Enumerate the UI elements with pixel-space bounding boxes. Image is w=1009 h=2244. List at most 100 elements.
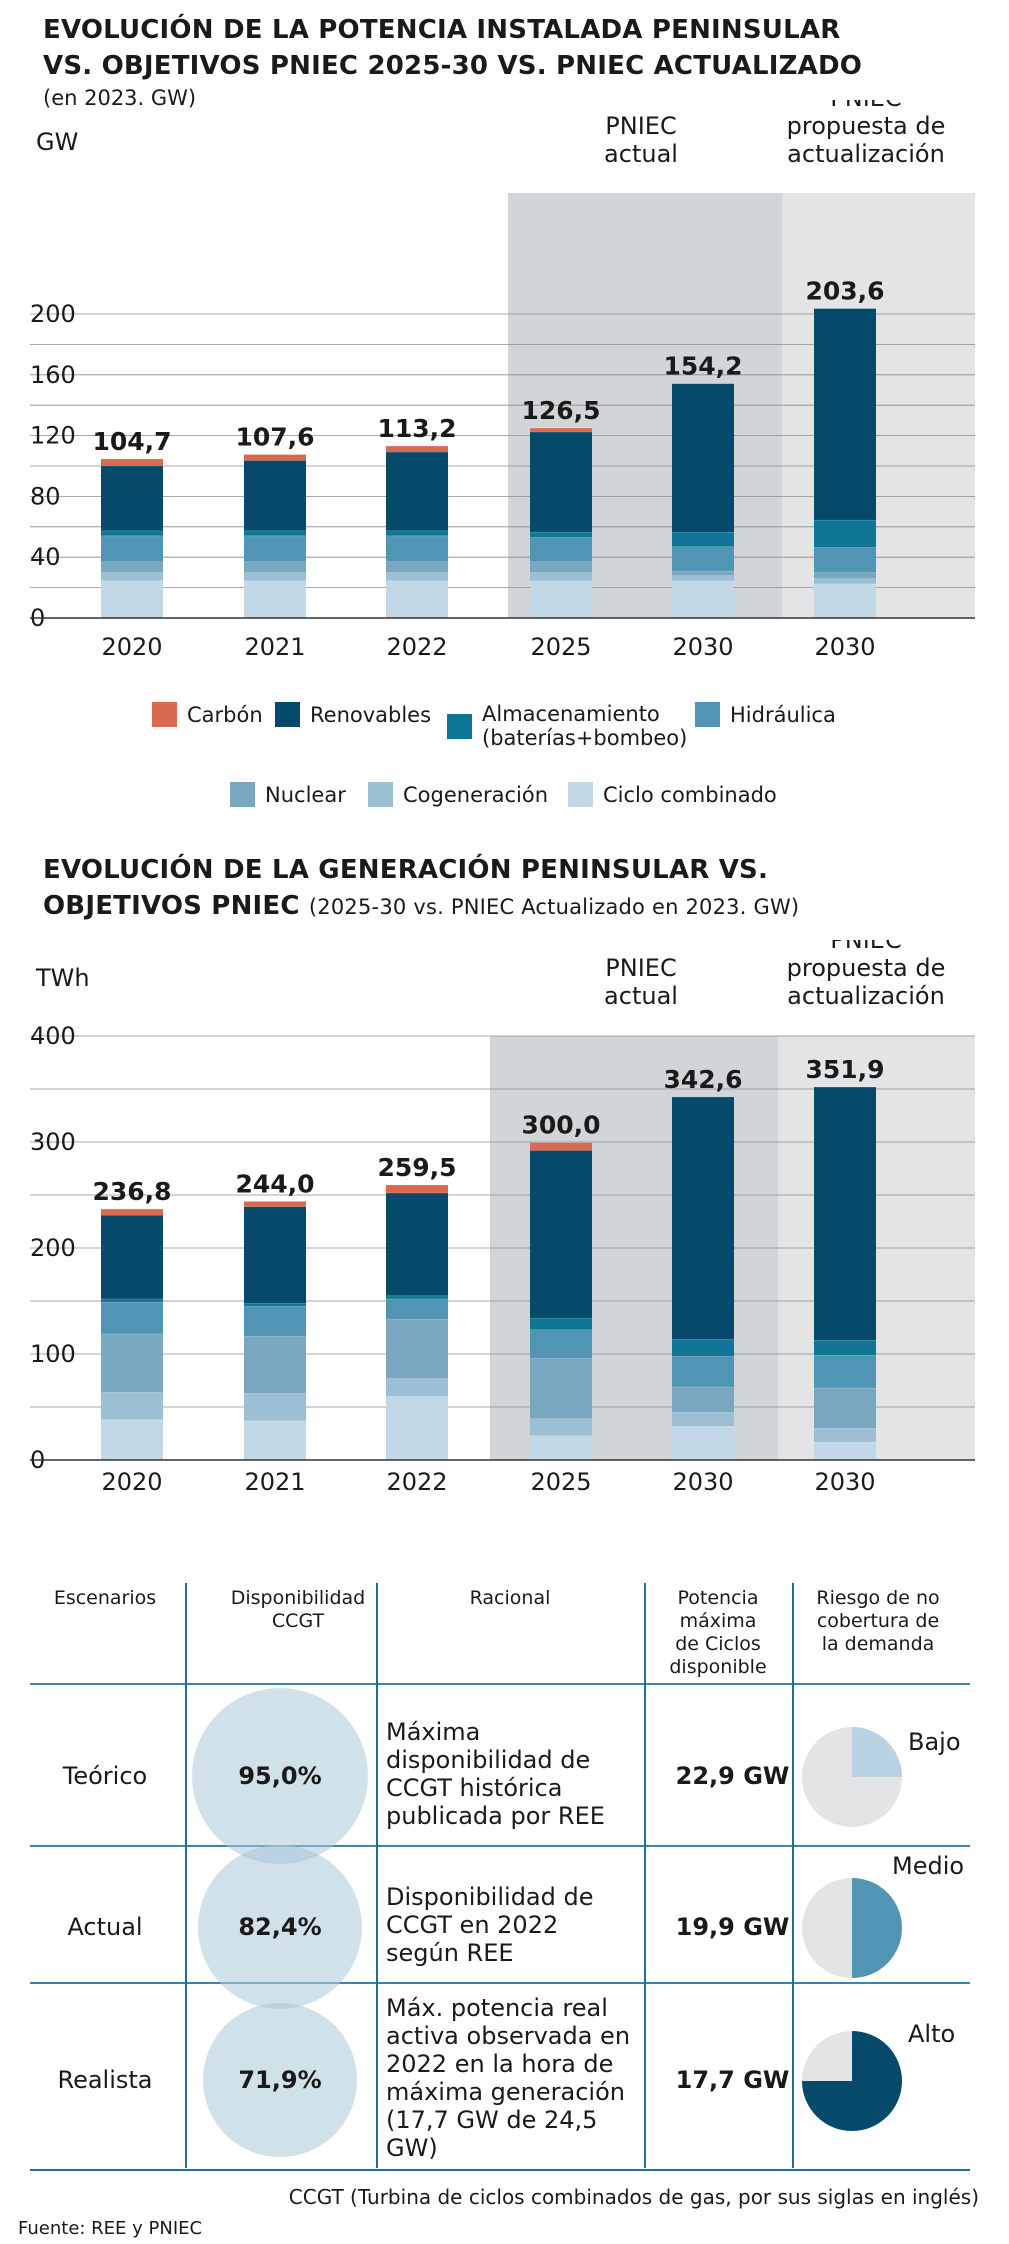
legend-label: Hidráulica <box>730 702 836 727</box>
table-column-divider <box>376 1583 378 2168</box>
chart2-title-line1: EVOLUCIÓN DE LA GENERACIÓN PENINSULAR VS… <box>43 855 769 885</box>
bar-segment <box>530 1358 592 1419</box>
bar-segment <box>386 561 448 573</box>
bar-segment <box>530 1418 592 1436</box>
table-header: Riesgo de no cobertura de la demanda <box>816 1587 940 1655</box>
legend-label: Cogeneración <box>403 782 549 807</box>
bar-segment <box>386 535 448 562</box>
bar-segment <box>244 1303 306 1307</box>
table-header: Escenarios <box>53 1587 157 1609</box>
bar-segment <box>244 1201 306 1207</box>
max-power-value: 19,9 GW <box>675 1913 790 1941</box>
bar-segment <box>101 530 163 536</box>
risk-label: Bajo <box>908 1728 961 1756</box>
bar-segment <box>244 1335 306 1394</box>
bar-segment <box>101 1215 163 1299</box>
risk-pie-slice <box>852 1727 902 1777</box>
bar-total-label: 351,9 <box>805 1055 884 1084</box>
bar-segment <box>244 572 306 581</box>
bar-segment <box>101 1392 163 1420</box>
region-label-0: PNIEC actual <box>604 112 678 168</box>
bar-segment <box>101 1298 163 1303</box>
bar-segment <box>530 580 592 618</box>
bar-segment <box>101 1302 163 1334</box>
chart1-power-installed: 04080120160200GWPNIECactualPNIECpropuest… <box>30 100 975 660</box>
rationale-text: Disponibilidad de CCGT en 2022 según REE <box>386 1883 594 1967</box>
rationale-text: Máx. potencia real activa observada en 202… <box>386 1994 631 2162</box>
legend-swatch <box>230 782 255 807</box>
bar-segment <box>530 428 592 432</box>
risk-pie-slice <box>802 2031 902 2131</box>
x-tick-label: 2021 <box>244 1468 305 1496</box>
legend-swatch <box>568 782 593 807</box>
bar-segment <box>814 547 876 573</box>
bar-total-label: 244,0 <box>235 1169 314 1198</box>
region-label-0: PNIEC actual <box>604 954 678 1010</box>
bar-segment <box>101 580 163 618</box>
bar-total-label: 300,0 <box>521 1111 600 1140</box>
risk-pie-slice <box>852 1878 902 1978</box>
bar-segment <box>101 465 163 531</box>
bar-segment <box>530 431 592 532</box>
availability-circle <box>192 1688 368 1864</box>
bar-segment <box>101 561 163 573</box>
x-tick-label: 2025 <box>530 1468 591 1496</box>
legend-item: Ciclo combinado <box>568 782 777 807</box>
bar-segment <box>386 1378 448 1397</box>
legend-item: Hidráulica <box>695 702 836 727</box>
legend-label: Carbón <box>187 702 263 727</box>
bar-total-label: 259,5 <box>377 1153 456 1182</box>
bar-segment <box>530 1142 592 1151</box>
x-tick-label: 2030 <box>814 1468 875 1496</box>
bar-segment <box>814 308 876 520</box>
table-scenario: Teórico <box>62 1762 148 1790</box>
bar-segment <box>814 572 876 579</box>
y-tick-label: 160 <box>30 361 76 389</box>
bar-total-label: 236,8 <box>92 1177 171 1206</box>
bar-segment <box>386 572 448 581</box>
bar-total-label: 126,5 <box>521 396 600 425</box>
bar-segment <box>386 580 448 618</box>
bar-segment <box>386 445 448 453</box>
bar-segment <box>244 561 306 573</box>
bar-segment <box>672 1356 734 1387</box>
x-tick-label: 2025 <box>530 633 591 660</box>
chart1-title-line1: EVOLUCIÓN DE LA POTENCIA INSTALADA PENIN… <box>43 15 841 45</box>
risk-label: Medio <box>892 1852 965 1880</box>
table-row-divider <box>30 1845 970 1847</box>
bar-segment <box>814 1086 876 1341</box>
bar-segment <box>244 1206 306 1304</box>
y-tick-label: 40 <box>30 543 61 571</box>
x-tick-label: 2030 <box>672 1468 733 1496</box>
bar-segment <box>530 531 592 538</box>
risk-pie <box>802 1727 902 1827</box>
bar-segment <box>530 1435 592 1460</box>
bar-segment <box>814 1441 876 1460</box>
bar-segment <box>814 1387 876 1429</box>
table-column-divider <box>792 1583 794 2168</box>
bar-segment <box>672 532 734 547</box>
bar-segment <box>530 1329 592 1359</box>
bar-segment <box>530 561 592 573</box>
footnote: CCGT (Turbina de ciclos combinados de ga… <box>288 2185 979 2209</box>
table-header: Disponibilidad CCGT <box>230 1587 366 1632</box>
source: Fuente: REE y PNIEC <box>18 2218 203 2239</box>
bar-segment <box>672 383 734 533</box>
table-header: Potencia máxima de Ciclos disponible <box>669 1587 767 1678</box>
bar-segment <box>672 1339 734 1357</box>
x-tick-label: 2022 <box>386 1468 447 1496</box>
bar-segment <box>101 1333 163 1393</box>
bar-segment <box>244 1306 306 1336</box>
legend-label: Renovables <box>310 702 432 727</box>
rationale-text: Máxima disponibilidad de CCGT histórica pub… <box>386 1718 605 1830</box>
risk-label: Alto <box>908 2020 956 2048</box>
chart2-title: EVOLUCIÓN DE LA GENERACIÓN PENINSULAR VS… <box>43 852 799 925</box>
chart2-subtitle: (2025-30 vs. PNIEC Actualizado en 2023. … <box>308 895 800 919</box>
chart1-title: EVOLUCIÓN DE LA POTENCIA INSTALADA PENIN… <box>43 12 862 84</box>
x-tick-label: 2030 <box>814 633 875 660</box>
x-tick-label: 2020 <box>101 633 162 660</box>
bar-segment <box>386 1396 448 1460</box>
bar-total-label: 203,6 <box>805 277 884 306</box>
